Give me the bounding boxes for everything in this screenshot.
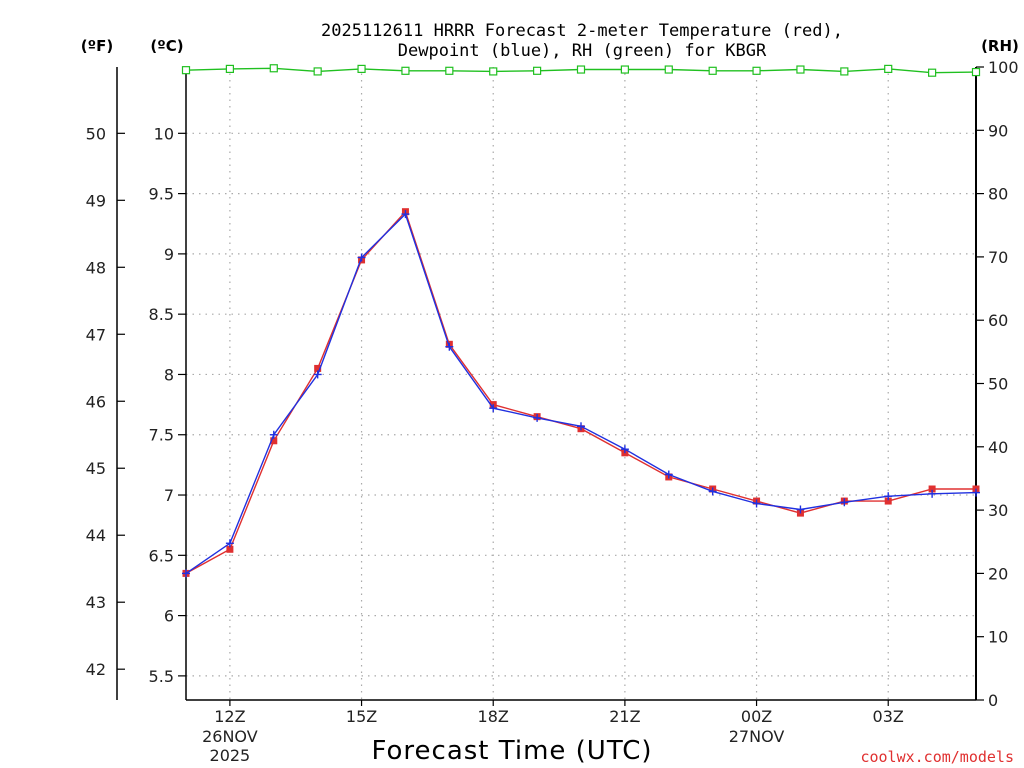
- rh-point: [533, 66, 542, 75]
- dewpoint-point: [972, 488, 980, 497]
- rh-point: [664, 65, 673, 74]
- fahrenheit-tick-label: 43: [86, 593, 106, 612]
- rh-tick-label: 70: [988, 248, 1008, 267]
- rh-tick-label: 100: [988, 58, 1019, 77]
- celsius-tick-label: 8.5: [149, 305, 174, 324]
- fahrenheit-tick-label: 46: [86, 392, 106, 411]
- dewpoint-point: [445, 342, 454, 351]
- rh-point: [181, 66, 191, 75]
- dewpoint-point: [664, 470, 673, 479]
- rh-point: [971, 67, 981, 77]
- x-tick-date-label: 26NOV: [202, 727, 258, 746]
- temperature-point: [884, 497, 892, 505]
- axes: 5.5 6 6.5 7 7.5 8 8.5 9 9.5 10 42 43 44 45 46 47 48 49 50 0…: [86, 58, 1019, 765]
- rh-point: [840, 67, 849, 76]
- rh-point: [708, 66, 717, 75]
- x-tick-label: 21Z: [609, 707, 640, 726]
- temperature-point: [314, 364, 322, 372]
- celsius-tick-label: 9.5: [149, 185, 174, 204]
- dewpoint-point: [620, 445, 629, 454]
- credit-text: coolwx.com/models: [860, 748, 1014, 766]
- fahrenheit-tick-label: 45: [86, 459, 106, 478]
- celsius-tick-label: 8: [164, 365, 174, 384]
- chart-title-line2: Dewpoint (blue), RH (green) for KBGR: [398, 41, 767, 61]
- dewpoint-point: [577, 422, 585, 431]
- rh-tick-label: 10: [988, 628, 1008, 647]
- dewpoint-point: [225, 539, 234, 548]
- temperature-point: [270, 437, 278, 445]
- fahrenheit-tick-label: 49: [86, 191, 106, 210]
- rh-tick-label: 60: [988, 311, 1008, 330]
- dewpoint-point: [269, 430, 278, 439]
- rh-tick-label: 50: [988, 375, 1008, 394]
- x-tick-date-label: 27NOV: [729, 727, 785, 746]
- rh-tick-label: 30: [988, 501, 1008, 520]
- rh-point: [928, 68, 937, 77]
- dewpoint-series-line: [185, 212, 977, 574]
- fahrenheit-tick-label: 48: [86, 258, 106, 277]
- rh-point: [313, 67, 322, 76]
- fahrenheit-tick-label: 50: [86, 124, 106, 143]
- grid-lines: [186, 67, 976, 700]
- dewpoint-point: [796, 505, 805, 514]
- x-tick-label: 00Z: [741, 707, 772, 726]
- dewpoint-point: [752, 499, 761, 508]
- rh-tick-label: 0: [988, 691, 998, 710]
- rh-point: [489, 67, 498, 76]
- rh-tick-label: 80: [988, 185, 1008, 204]
- rh-tick-label: 40: [988, 438, 1008, 457]
- rh-point: [796, 65, 805, 74]
- x-tick-label: 15Z: [346, 707, 377, 726]
- rh-tick-label: 20: [988, 564, 1008, 583]
- x-tick-label: 12Z: [214, 707, 245, 726]
- series-layer: [181, 64, 981, 578]
- dewpoint-point: [313, 370, 322, 379]
- dewpoint-point: [357, 253, 366, 262]
- dewpoint-point: [708, 487, 717, 496]
- dewpoint-point: [928, 489, 937, 498]
- rh-point: [269, 64, 278, 73]
- rh-point: [620, 65, 629, 74]
- dewpoint-point: [884, 492, 893, 501]
- rh-unit-label: (RH): [981, 37, 1019, 55]
- fahrenheit-tick-label: 42: [86, 660, 106, 679]
- celsius-tick-label: 6.5: [149, 546, 174, 565]
- celsius-tick-label: 7: [164, 486, 174, 505]
- dewpoint-point: [182, 569, 190, 578]
- rh-tick-label: 90: [988, 121, 1008, 140]
- fahrenheit-unit-label: (ºF): [81, 37, 113, 55]
- rh-point: [225, 64, 234, 73]
- dewpoint-point: [489, 404, 498, 413]
- celsius-tick-label: 6: [164, 607, 174, 626]
- dewpoint-point: [840, 498, 849, 507]
- celsius-tick-label: 7.5: [149, 426, 174, 445]
- x-axis-label: Forecast Time (UTC): [371, 736, 652, 766]
- dewpoint-point: [533, 413, 542, 422]
- rh-point: [357, 64, 366, 73]
- rh-point: [752, 66, 761, 75]
- dewpoint-point: [401, 210, 410, 219]
- x-tick-year-label: 2025: [210, 746, 251, 765]
- celsius-tick-label: 5.5: [149, 667, 174, 686]
- rh-point: [884, 64, 893, 73]
- x-tick-label: 18Z: [478, 707, 509, 726]
- celsius-unit-label: (ºC): [150, 37, 183, 55]
- chart-title-line1: 2025112611 HRRR Forecast 2-meter Tempera…: [321, 21, 843, 41]
- rh-point: [445, 66, 454, 75]
- temperature-point: [928, 485, 936, 493]
- rh-point: [401, 66, 410, 75]
- fahrenheit-tick-label: 44: [86, 526, 106, 545]
- temperature-point: [226, 545, 234, 553]
- rh-point: [576, 65, 586, 74]
- celsius-tick-label: 9: [164, 245, 174, 264]
- x-tick-label: 03Z: [873, 707, 904, 726]
- fahrenheit-tick-label: 47: [86, 325, 106, 344]
- celsius-tick-label: 10: [154, 124, 174, 143]
